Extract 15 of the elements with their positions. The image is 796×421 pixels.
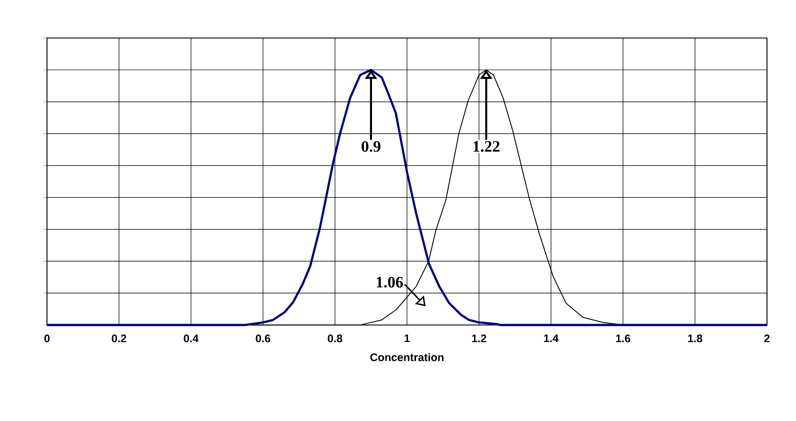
- annotation: 1.22: [474, 141, 500, 152]
- x-tick-label: 0.8: [328, 334, 342, 342]
- x-tick-label: 1.2: [472, 334, 486, 342]
- x-axis-title: Concentration: [370, 353, 444, 362]
- annotation: 1.06: [376, 276, 403, 288]
- x-tick-label: 0: [44, 334, 50, 342]
- x-tick-label: 1: [404, 334, 410, 342]
- x-tick-label: 0.2: [112, 334, 126, 342]
- x-tick-label: 0.6: [256, 334, 270, 342]
- x-tick-label: 1.4: [544, 334, 559, 342]
- x-tick-label: 2: [764, 334, 770, 342]
- annotation: 0.9: [362, 141, 380, 152]
- x-tick-label: 0.4: [184, 334, 199, 342]
- x-tick-label: 1.6: [616, 334, 630, 342]
- x-tick-label: 1.8: [688, 334, 702, 342]
